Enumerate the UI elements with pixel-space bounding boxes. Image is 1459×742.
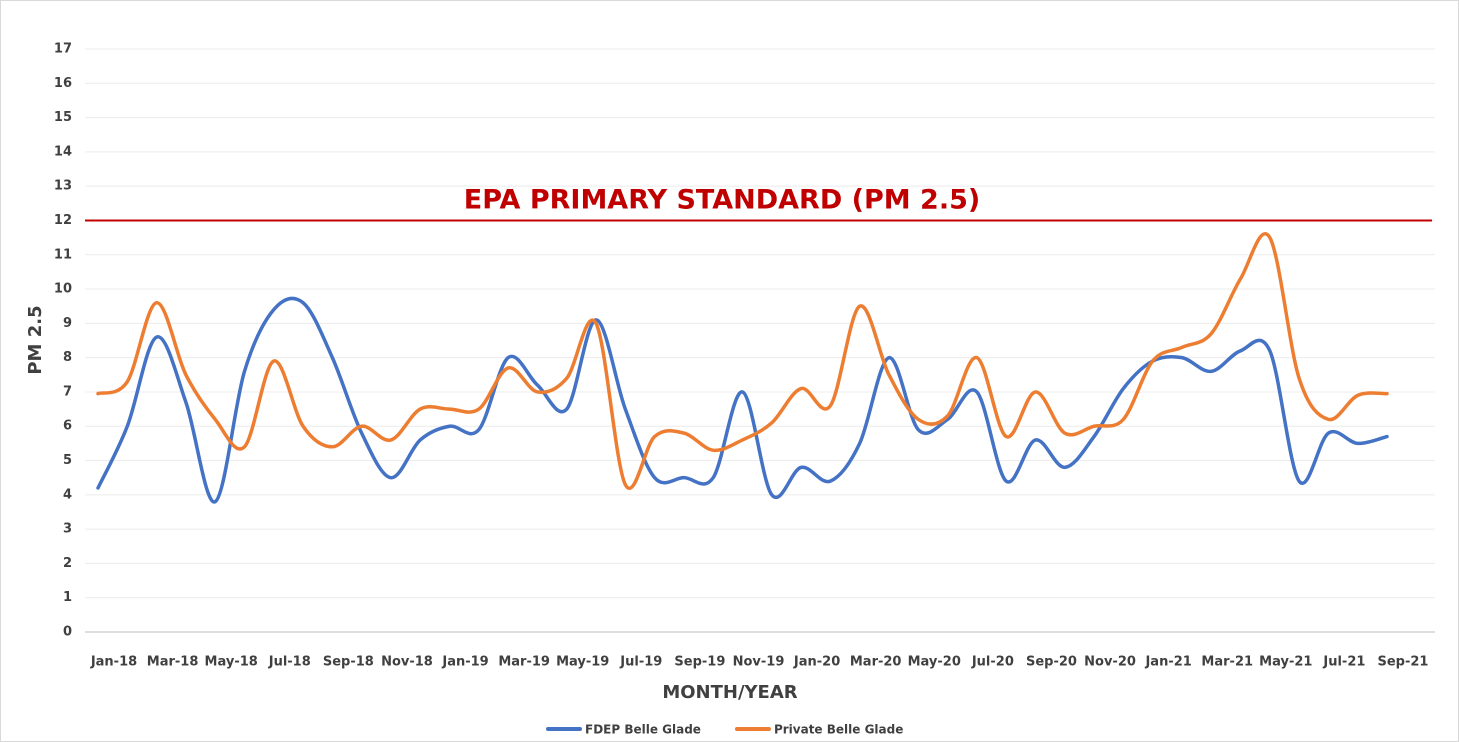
x-tick-label: Jan-19	[441, 655, 488, 670]
y-tick-label: 3	[63, 522, 72, 537]
x-axis-label: MONTH/YEAR	[662, 682, 797, 703]
y-tick-label: 8	[63, 350, 72, 365]
x-tick-label: May-20	[908, 655, 961, 670]
x-tick-label: Nov-19	[733, 655, 785, 670]
x-tick-label: Mar-19	[498, 655, 550, 670]
x-tick-label: Jul-19	[619, 655, 662, 670]
y-tick-label: 14	[54, 144, 72, 159]
y-tick-label: 7	[63, 384, 72, 399]
x-tick-label: Nov-20	[1084, 655, 1136, 670]
x-tick-label: Jan-20	[793, 655, 840, 670]
legend-label: FDEP Belle Glade	[585, 723, 701, 737]
y-tick-label: 5	[63, 453, 72, 468]
x-tick-label: Sep-19	[674, 655, 725, 670]
x-tick-label: Jan-21	[1144, 655, 1191, 670]
y-tick-label: 2	[63, 556, 72, 571]
x-tick-label: Mar-18	[147, 655, 199, 670]
x-tick-label: Jul-20	[971, 655, 1014, 670]
y-tick-label: 17	[54, 42, 72, 57]
y-tick-label: 1	[63, 590, 72, 605]
y-tick-label: 12	[54, 213, 72, 228]
y-tick-label: 10	[54, 282, 72, 297]
y-tick-label: 4	[63, 487, 72, 502]
x-tick-label: May-21	[1259, 655, 1312, 670]
lines	[85, 219, 1432, 504]
y-tick-label: 6	[63, 419, 72, 434]
y-tick-label: 11	[54, 247, 72, 262]
x-tick-label: Sep-18	[323, 655, 374, 670]
x-tick-label: Jul-21	[1322, 655, 1365, 670]
x-tick-label: May-18	[205, 655, 258, 670]
x-tick-label: Sep-20	[1026, 655, 1077, 670]
y-tick-label: 16	[54, 76, 72, 91]
x-tick-label: Jul-18	[268, 655, 311, 670]
y-tick-label: 15	[54, 110, 72, 125]
x-tick-label: Jan-18	[90, 655, 137, 670]
legend-label: Private Belle Glade	[774, 723, 903, 737]
x-tick-label: Mar-21	[1201, 655, 1253, 670]
series-line	[96, 296, 1389, 504]
x-tick-label: May-19	[556, 655, 609, 670]
y-tick-label: 9	[63, 316, 72, 331]
x-tick-label: Sep-21	[1378, 655, 1429, 670]
y-tick-label: 0	[63, 625, 72, 640]
x-tick-label: Mar-20	[850, 655, 902, 670]
y-tick-label: 13	[54, 179, 72, 194]
reference-label: EPA PRIMARY STANDARD (PM 2.5)	[464, 185, 980, 216]
series-line	[96, 232, 1389, 490]
x-tick-label: Nov-18	[381, 655, 433, 670]
y-axis-label: PM 2.5	[25, 305, 46, 374]
